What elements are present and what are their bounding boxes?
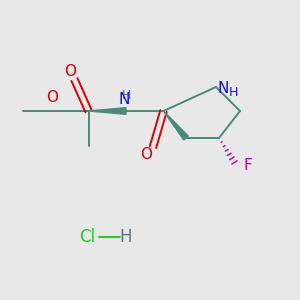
Text: N: N [119, 92, 130, 107]
Polygon shape [164, 111, 188, 140]
Text: H: H [229, 86, 238, 99]
Text: O: O [140, 147, 152, 162]
Text: N: N [218, 81, 229, 96]
Text: H: H [122, 89, 131, 102]
Text: H: H [120, 228, 132, 246]
Text: O: O [64, 64, 76, 79]
Text: F: F [244, 158, 252, 173]
Polygon shape [88, 108, 126, 114]
Text: Cl: Cl [79, 228, 95, 246]
Text: O: O [46, 90, 58, 105]
